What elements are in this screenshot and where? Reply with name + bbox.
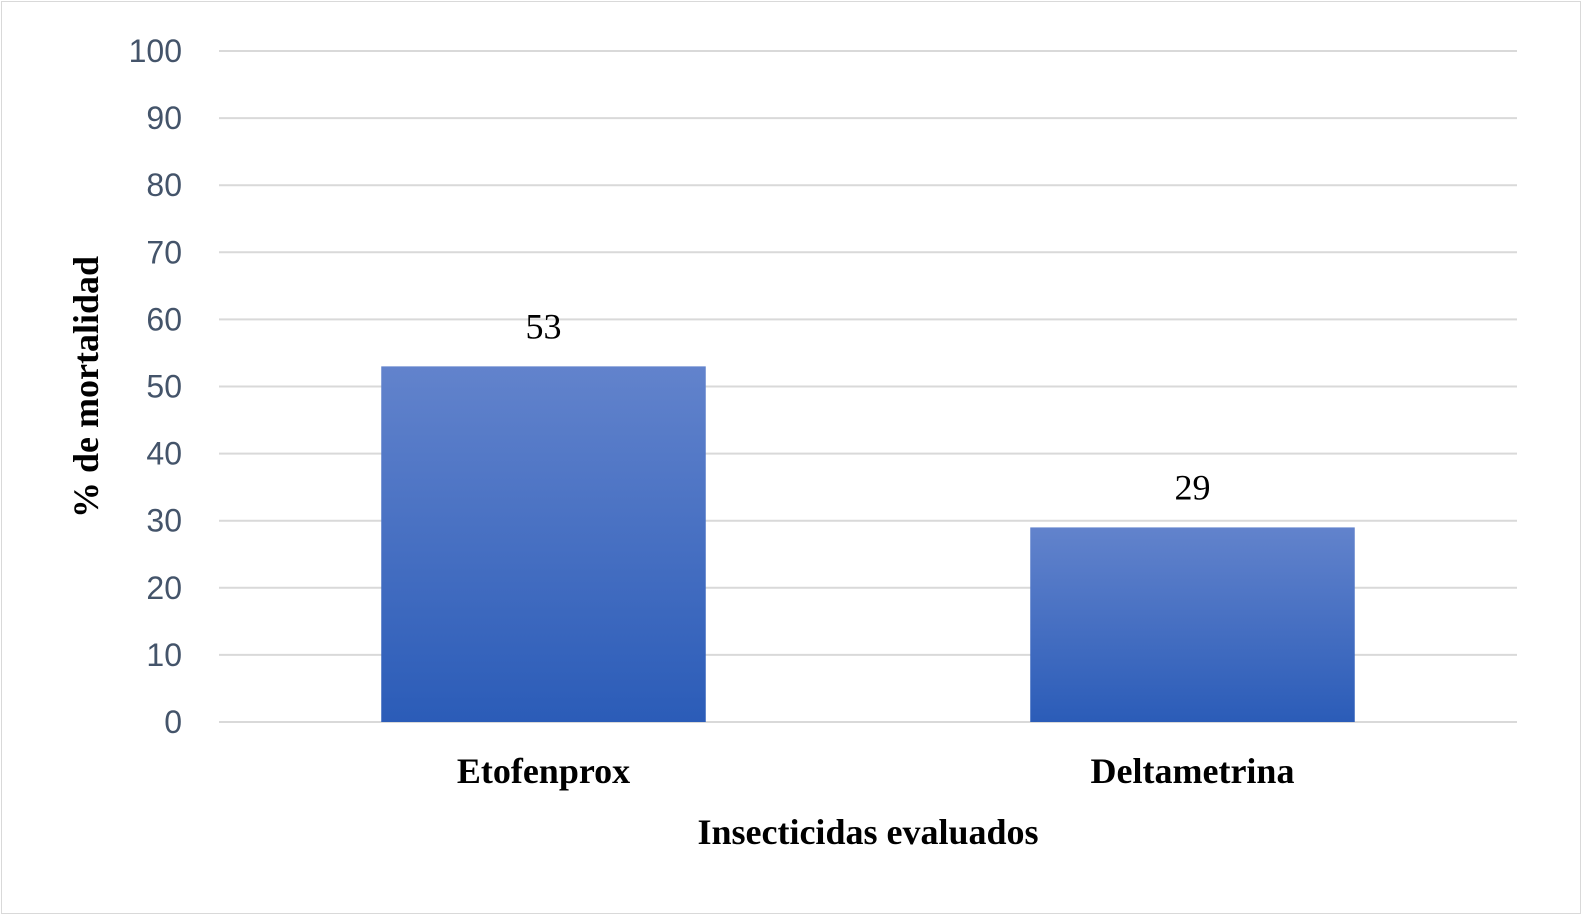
y-tick-label: 90: [146, 100, 182, 136]
x-category-label: Etofenprox: [457, 751, 630, 791]
y-tick-label: 100: [129, 33, 182, 69]
bar-etofenprox: [381, 366, 706, 722]
y-tick-label: 30: [146, 503, 182, 539]
bars: [381, 366, 1355, 722]
y-tick-label: 70: [146, 234, 182, 270]
x-axis-categories: Etofenprox Deltametrina: [457, 751, 1295, 791]
data-label-etofenprox: 53: [526, 306, 562, 346]
x-category-label: Deltametrina: [1091, 751, 1295, 791]
y-tick-label: 10: [146, 637, 182, 673]
y-tick-label: 40: [146, 436, 182, 472]
bar-deltametrina: [1030, 527, 1355, 722]
y-tick-label: 20: [146, 570, 182, 606]
y-tick-label: 60: [146, 301, 182, 337]
y-tick-label: 80: [146, 167, 182, 203]
data-label-deltametrina: 29: [1175, 467, 1211, 507]
y-tick-label: 0: [164, 704, 182, 740]
x-axis-title: Insecticidas evaluados: [697, 812, 1038, 852]
y-axis-title: % de mortalidad: [66, 256, 106, 518]
y-tick-label: 50: [146, 369, 182, 405]
y-axis-ticks: 0 10 20 30 40 50 60 70 80 90 100: [129, 33, 182, 740]
data-labels: 53 29: [526, 306, 1211, 507]
